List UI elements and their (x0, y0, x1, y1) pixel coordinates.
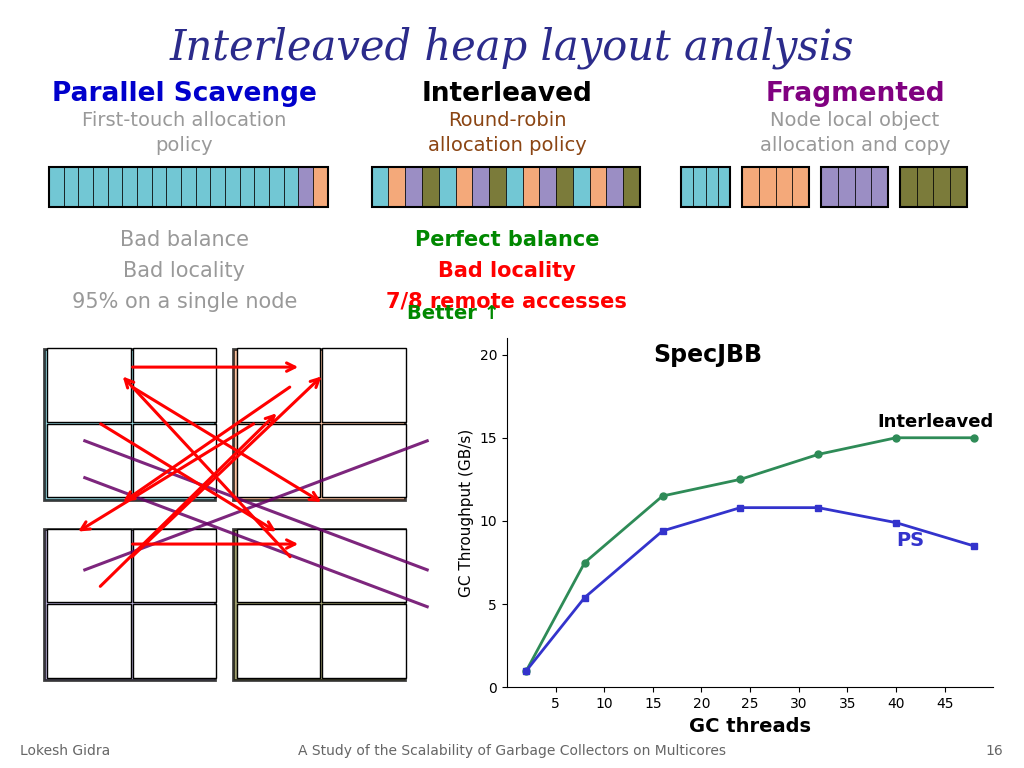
Bar (237, 423, 319, 497)
Bar (406, 167, 422, 207)
Bar (152, 167, 167, 207)
Bar (44, 529, 215, 680)
Bar (540, 167, 556, 207)
Text: Perfect balance: Perfect balance (415, 230, 599, 250)
Bar (456, 167, 472, 207)
Bar (472, 167, 489, 207)
Text: Lokesh Gidra: Lokesh Gidra (20, 744, 111, 758)
Bar (240, 167, 254, 207)
Bar (233, 529, 404, 680)
Bar (225, 167, 240, 207)
Bar (47, 423, 131, 497)
Bar (167, 167, 181, 207)
Bar (916, 167, 934, 207)
Bar (237, 348, 319, 422)
Bar (210, 167, 225, 207)
Bar (706, 167, 718, 207)
Bar (63, 167, 79, 207)
Text: First-touch allocation
policy: First-touch allocation policy (82, 111, 287, 154)
Bar (854, 167, 871, 207)
Bar (422, 167, 438, 207)
Bar (522, 167, 540, 207)
Bar (742, 167, 759, 207)
Bar (506, 167, 522, 207)
Text: PS: PS (897, 531, 925, 550)
Text: Round-robin
allocation policy: Round-robin allocation policy (427, 111, 587, 154)
Bar (950, 167, 967, 207)
Bar (821, 167, 888, 207)
Bar (590, 167, 606, 207)
Text: 16: 16 (986, 744, 1004, 758)
Bar (133, 348, 216, 422)
Bar (133, 528, 216, 602)
Bar (254, 167, 269, 207)
Bar (489, 167, 506, 207)
Bar (137, 167, 152, 207)
Bar (123, 167, 137, 207)
Bar (323, 348, 406, 422)
Bar (759, 167, 776, 207)
Bar (49, 167, 328, 207)
Text: Bad balance: Bad balance (120, 230, 249, 250)
Y-axis label: GC Throughput (GB/s): GC Throughput (GB/s) (459, 429, 474, 597)
Text: Bad locality: Bad locality (123, 261, 246, 281)
Bar (742, 167, 809, 207)
Text: Bad locality: Bad locality (438, 261, 575, 281)
Bar (269, 167, 284, 207)
Bar (323, 528, 406, 602)
Bar (693, 167, 706, 207)
Bar (871, 167, 888, 207)
Text: Fragmented: Fragmented (765, 81, 945, 107)
Bar (438, 167, 456, 207)
Text: Better ↑: Better ↑ (407, 303, 500, 323)
Bar (388, 167, 406, 207)
Bar (237, 528, 319, 602)
Bar (556, 167, 573, 207)
Bar (44, 349, 215, 500)
Bar (49, 167, 63, 207)
Text: Parallel Scavenge: Parallel Scavenge (52, 81, 316, 107)
Bar (47, 348, 131, 422)
Bar (323, 604, 406, 678)
X-axis label: GC threads: GC threads (689, 717, 811, 736)
Bar (821, 167, 838, 207)
Bar (573, 167, 590, 207)
Bar (298, 167, 313, 207)
Bar (718, 167, 730, 207)
Text: SpecJBB: SpecJBB (653, 343, 762, 367)
Text: Interleaved: Interleaved (422, 81, 592, 107)
Bar (237, 604, 319, 678)
Bar (624, 167, 640, 207)
Text: 95% on a single node: 95% on a single node (72, 292, 297, 312)
Bar (181, 167, 196, 207)
Bar (196, 167, 210, 207)
Bar (681, 167, 730, 207)
Bar (93, 167, 108, 207)
Bar (934, 167, 950, 207)
Bar (900, 167, 967, 207)
Bar (323, 423, 406, 497)
Text: Node local object
allocation and copy: Node local object allocation and copy (760, 111, 950, 154)
Bar (108, 167, 123, 207)
Text: 7/8 remote accesses: 7/8 remote accesses (386, 292, 628, 312)
Text: A Study of the Scalability of Garbage Collectors on Multicores: A Study of the Scalability of Garbage Co… (298, 744, 726, 758)
Bar (900, 167, 916, 207)
Bar (47, 604, 131, 678)
Bar (313, 167, 328, 207)
Bar (79, 167, 93, 207)
Bar (133, 423, 216, 497)
Bar (47, 528, 131, 602)
Bar (793, 167, 809, 207)
Bar (133, 604, 216, 678)
Bar (284, 167, 298, 207)
Bar (233, 349, 404, 500)
Text: Interleaved heap layout analysis: Interleaved heap layout analysis (170, 27, 854, 69)
Bar (372, 167, 388, 207)
Bar (606, 167, 624, 207)
Bar (681, 167, 693, 207)
Bar (838, 167, 854, 207)
Bar (372, 167, 640, 207)
Text: Interleaved: Interleaved (877, 412, 993, 431)
Bar (776, 167, 793, 207)
